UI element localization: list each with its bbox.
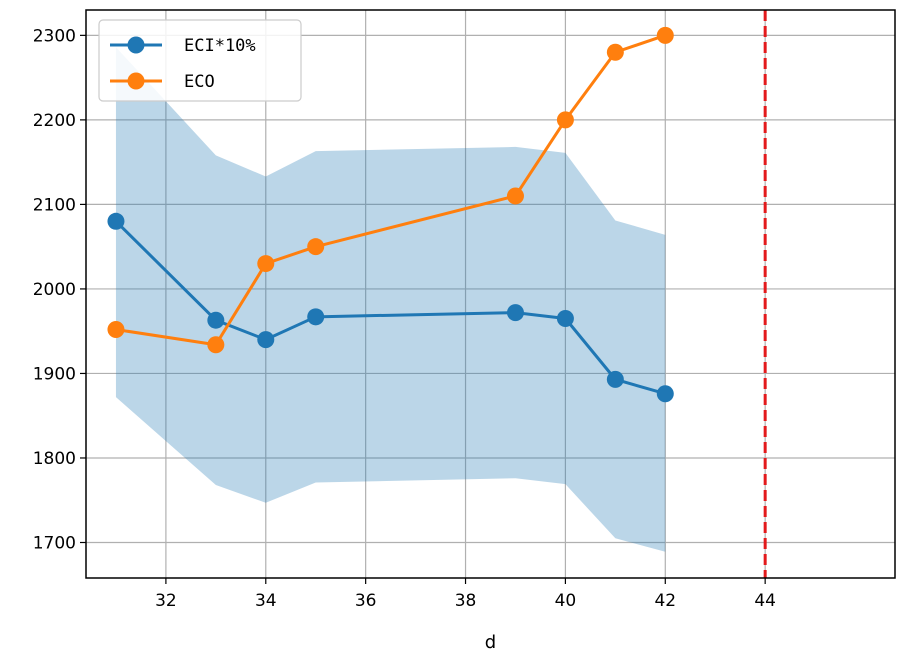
x-axis-ticks: 32 34 36 38 40 42 44 — [155, 578, 776, 611]
x-tick-label: 36 — [355, 591, 377, 611]
data-point — [506, 304, 524, 322]
series-line — [114, 220, 666, 396]
band-area — [115, 47, 666, 552]
data-point — [656, 26, 674, 44]
legend-swatch-marker — [127, 72, 145, 90]
y-tick-label: 2000 — [33, 280, 76, 300]
legend-entry: ECO — [184, 72, 215, 92]
data-point — [556, 111, 574, 129]
series-2 — [107, 26, 674, 354]
x-tick-label: 38 — [455, 591, 477, 611]
data-point — [556, 310, 574, 328]
x-axis-label: d — [485, 632, 496, 653]
confidence-band — [115, 47, 666, 552]
series-1 — [107, 212, 674, 403]
data-point — [506, 187, 524, 205]
y-tick-label: 2100 — [33, 195, 76, 215]
y-axis-ticks: 1700 1800 1900 2000 2100 2200 2300 — [33, 26, 86, 554]
x-tick-label: 32 — [155, 591, 177, 611]
x-tick-label: 44 — [754, 591, 776, 611]
data-point — [107, 212, 125, 230]
data-point — [606, 370, 624, 388]
y-tick-label: 1900 — [33, 364, 76, 384]
legend-swatch-marker — [127, 36, 145, 54]
y-tick-label: 2200 — [33, 111, 76, 131]
series-line — [115, 33, 666, 347]
data-point — [307, 308, 325, 326]
data-point — [656, 385, 674, 403]
grid — [86, 10, 895, 578]
plot-frame — [85, 9, 896, 579]
x-tick-label: 40 — [555, 591, 577, 611]
x-tick-label: 34 — [255, 591, 277, 611]
y-tick-label: 1800 — [33, 449, 76, 469]
data-point — [107, 321, 125, 338]
legend: ECI*10% ECO — [98, 19, 302, 102]
y-tick-label: 1700 — [33, 534, 76, 554]
x-tick-label: 42 — [654, 591, 676, 611]
data-point — [207, 336, 225, 354]
legend-entry: ECI*10% — [184, 36, 256, 56]
data-point — [207, 311, 225, 329]
data-point — [257, 331, 275, 349]
series-layer — [107, 26, 674, 403]
data-point — [307, 238, 325, 256]
data-point — [257, 255, 275, 273]
data-point — [606, 43, 624, 61]
y-tick-label: 2300 — [33, 26, 76, 46]
